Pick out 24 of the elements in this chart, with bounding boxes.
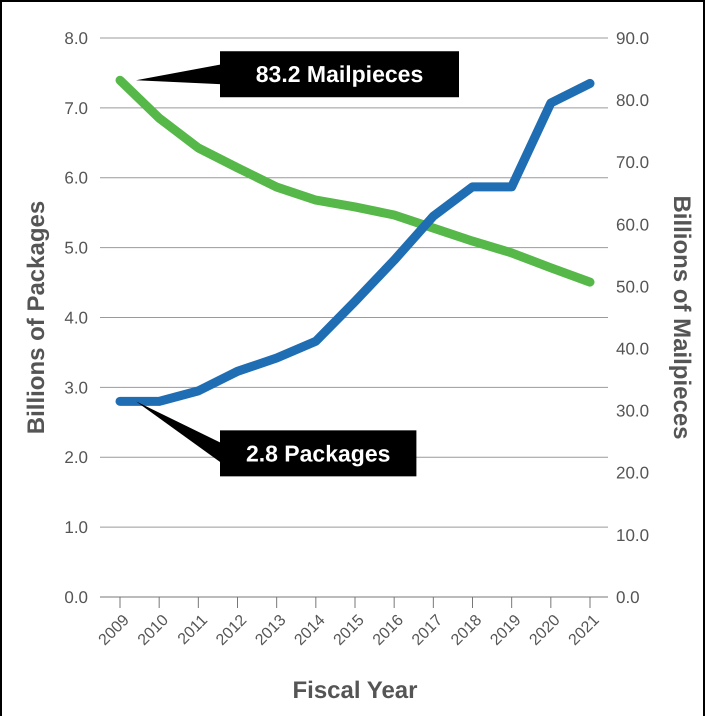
y2-tick-label: 20.0 [616, 464, 650, 483]
y-axis-title: Billions of Packages [23, 200, 50, 434]
y2-tick-label: 50.0 [616, 277, 650, 296]
y-tick-label: 3.0 [64, 378, 88, 398]
y2-tick-label: 90.0 [616, 28, 650, 48]
y2-tick-label: 70.0 [616, 153, 650, 172]
y-tick-label: 6.0 [64, 168, 88, 188]
y2-tick-label: 30.0 [616, 402, 650, 421]
y2-tick-label: 40.0 [616, 340, 650, 359]
y-tick-label: 8.0 [64, 28, 88, 48]
y-tick-label: 4.0 [64, 308, 88, 328]
annotation: 83.2 Mailpieces [256, 61, 424, 88]
y2-tick-label: 0.0 [616, 588, 640, 607]
annotation: 2.8 Packages [246, 440, 390, 466]
y2-tick-label: 10.0 [616, 526, 650, 545]
y-tick-label: 1.0 [64, 518, 88, 538]
y2-axis-title: Billions of Mailpieces [668, 195, 695, 440]
y2-tick-label: 60.0 [616, 215, 650, 234]
y-tick-label: 2.0 [64, 448, 88, 468]
y2-tick-label: 80.0 [616, 91, 650, 110]
y-tick-label: 5.0 [64, 238, 88, 258]
y-tick-label: 7.0 [64, 98, 88, 118]
y-tick-label: 0.0 [64, 588, 88, 607]
x-axis-title: Fiscal Year [292, 677, 418, 704]
